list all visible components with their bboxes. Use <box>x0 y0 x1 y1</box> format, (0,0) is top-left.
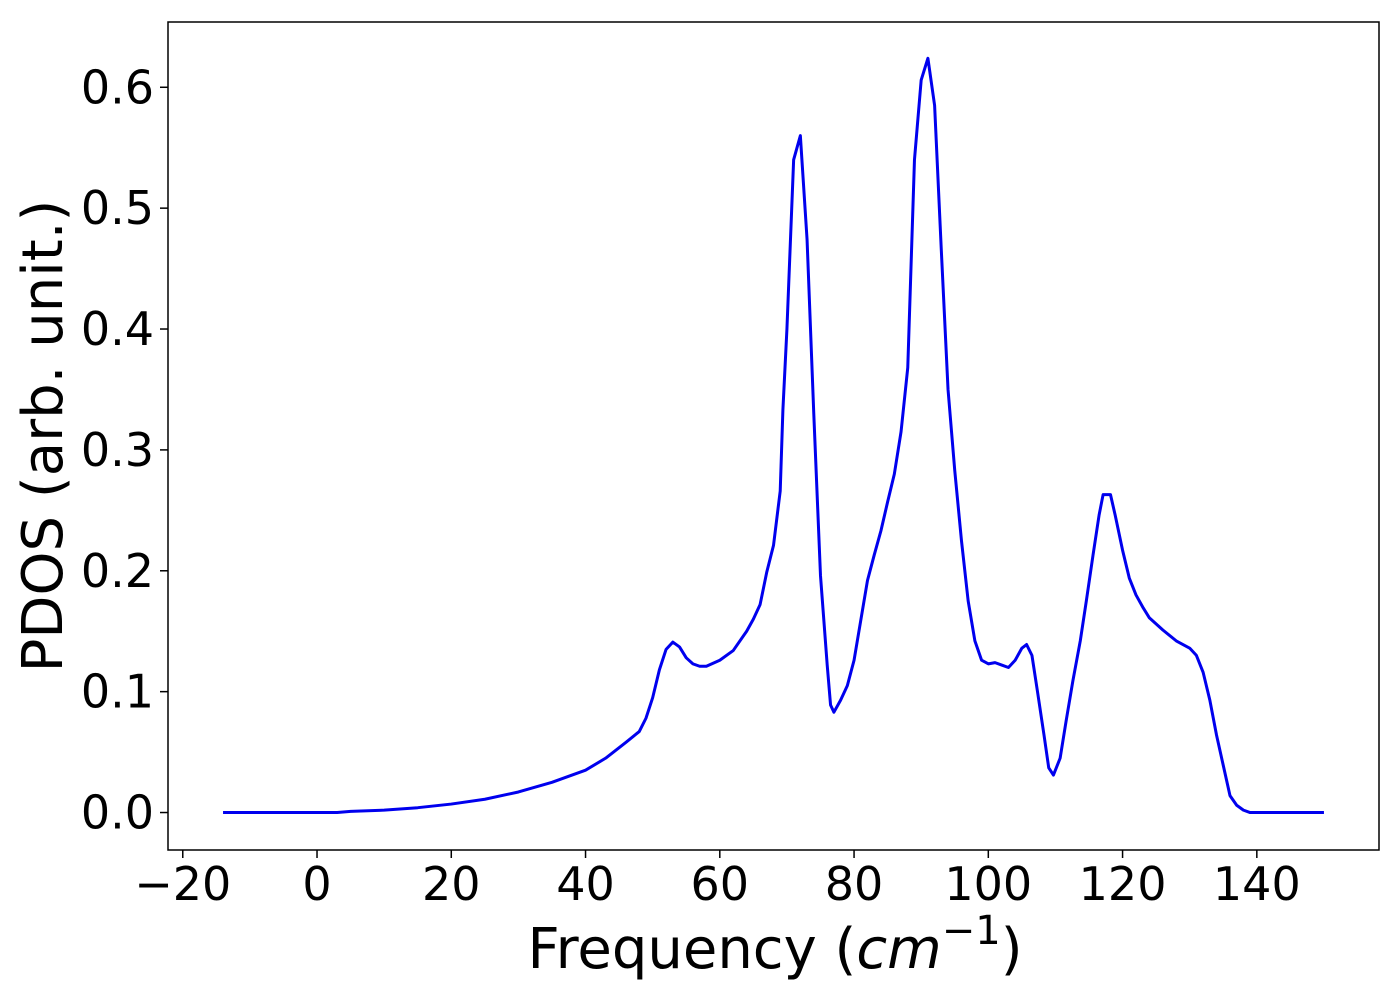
x-tick-label: 100 <box>944 857 1032 911</box>
x-tick-label: 20 <box>422 857 481 911</box>
x-tick-label: 60 <box>691 857 750 911</box>
x-tick-label: 80 <box>825 857 884 911</box>
x-axis-label: Frequency (cm−1) <box>527 908 1022 982</box>
y-axis-label: PDOS (arb. unit.) <box>11 200 76 673</box>
y-tick-label: 0.2 <box>81 544 154 598</box>
x-label-suffix: ) <box>1001 917 1023 982</box>
y-tick-label: 0.4 <box>81 302 154 356</box>
plot-frame <box>167 21 1380 851</box>
x-tick-label: 0 <box>302 857 331 911</box>
x-label-prefix: Frequency ( <box>527 917 856 982</box>
x-tick-label: 120 <box>1079 857 1167 911</box>
x-label-exponent: −1 <box>942 908 1001 954</box>
y-tick-label: 0.1 <box>81 665 154 719</box>
y-tick-label: 0.5 <box>81 181 154 235</box>
pdos-line <box>223 56 1324 815</box>
x-label-unit: cm <box>856 917 941 982</box>
x-tick-label: 140 <box>1213 857 1301 911</box>
x-tick-label: −20 <box>134 857 231 911</box>
y-tick-label: 0.3 <box>81 423 154 477</box>
y-tick-label: 0.0 <box>81 786 154 840</box>
y-tick-label: 0.6 <box>81 60 154 114</box>
x-tick-label: 40 <box>556 857 615 911</box>
